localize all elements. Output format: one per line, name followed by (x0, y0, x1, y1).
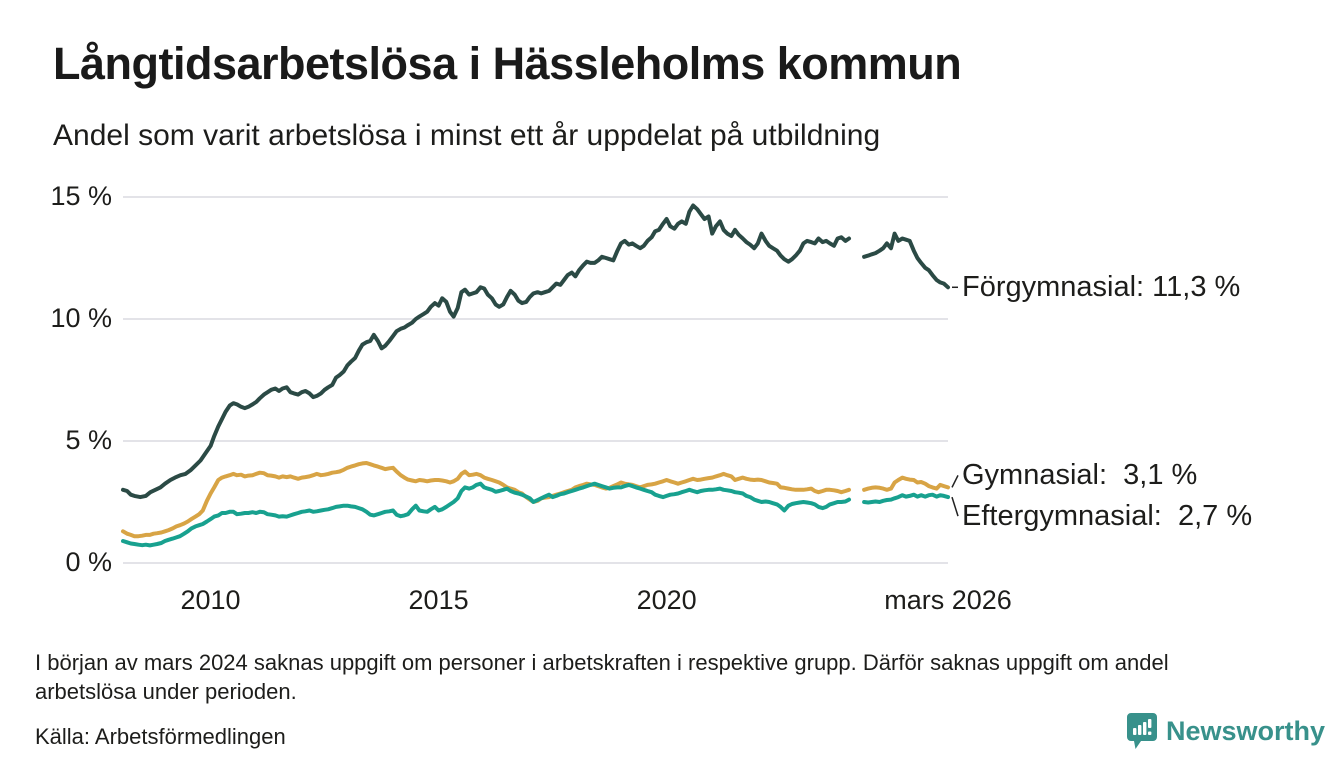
newsworthy-logo: Newsworthy (1126, 712, 1325, 752)
newsworthy-logo-icon (1127, 713, 1157, 749)
x-tick-label: 2015 (408, 585, 469, 615)
source-attribution: Källa: Arbetsförmedlingen (35, 724, 286, 749)
label-connector (951, 496, 959, 517)
x-tick-label: 2020 (636, 585, 697, 615)
y-tick-label: 10 % (50, 303, 112, 333)
x-tick-label: 2010 (180, 585, 241, 615)
series-line-eftergymnasial (121, 481, 950, 548)
page-title: Långtidsarbetslösa i Hässleholms kommun (53, 38, 962, 89)
newsworthy-wordmark: Newsworthy (1166, 716, 1326, 746)
series-end-label-gymnasial: Gymnasial: 3,1 % (962, 459, 1198, 492)
series-end-label-frgymnasial: Förgymnasial: 11,3 % (962, 271, 1241, 304)
x-tick-label: mars 2026 (884, 585, 1012, 615)
y-tick-label: 5 % (65, 425, 112, 455)
label-connector (951, 475, 959, 488)
chart-subtitle: Andel som varit arbetslösa i minst ett å… (53, 119, 881, 152)
chart-footnote: I början av mars 2024 saknas uppgift om … (35, 650, 1169, 704)
y-tick-label: 0 % (65, 547, 112, 577)
series-line-gymnasial (121, 461, 950, 539)
series-line-frgymnasial (121, 203, 950, 500)
series-end-label-eftergymnasial: Eftergymnasial: 2,7 % (962, 500, 1253, 533)
y-tick-label: 15 % (50, 181, 112, 211)
